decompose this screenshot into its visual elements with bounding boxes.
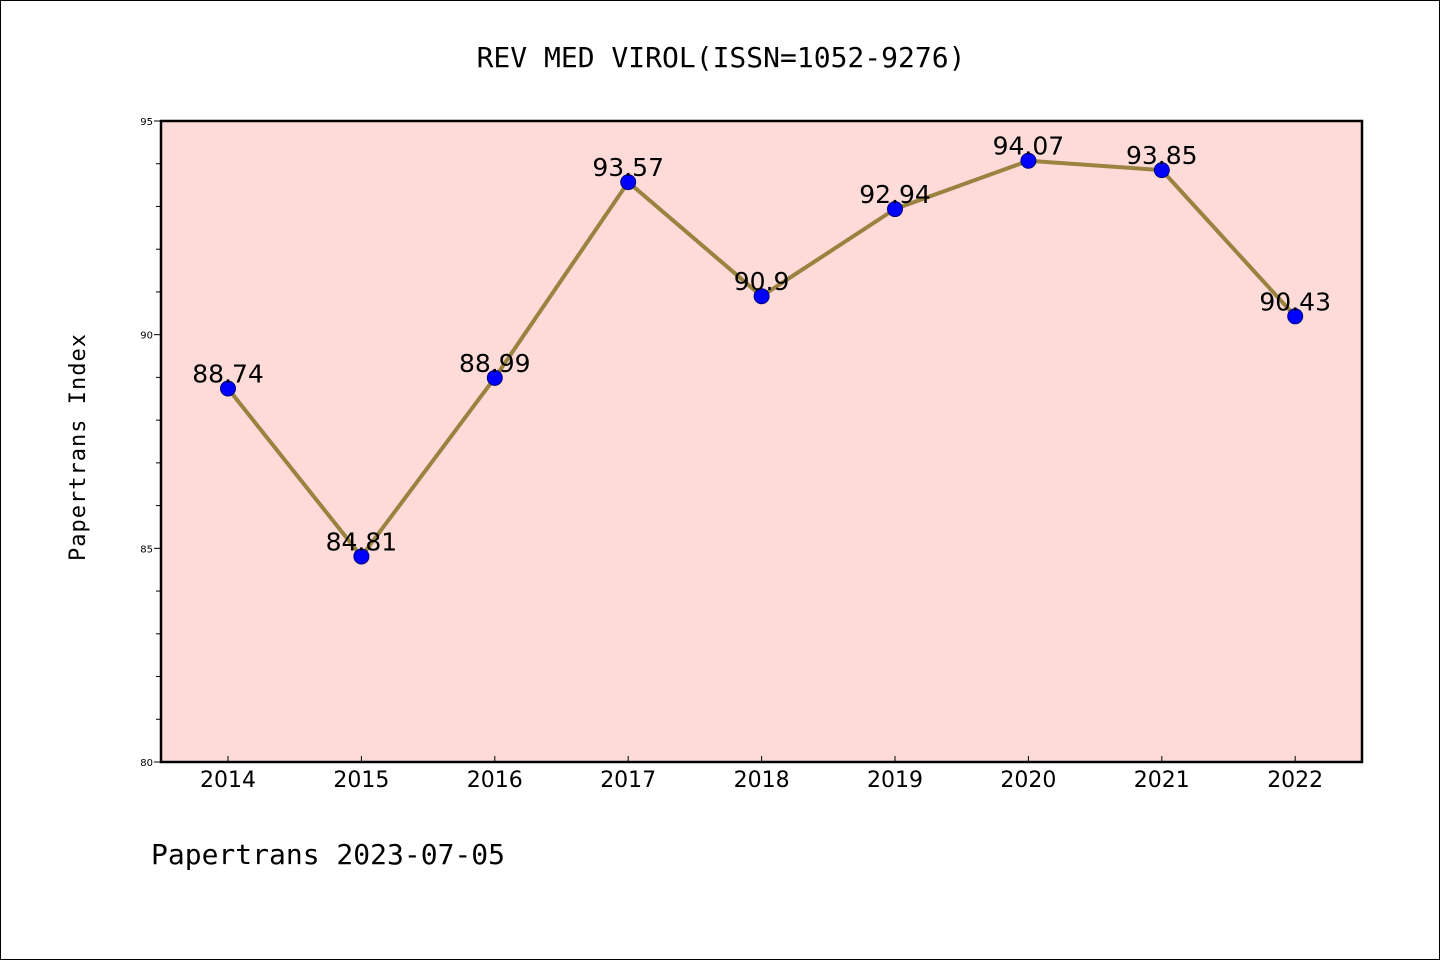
data-label: 88.99: [459, 349, 531, 378]
y-tick-label: 80: [140, 758, 153, 769]
data-label: 90.43: [1259, 287, 1331, 316]
chart-title: REV MED VIROL(ISSN=1052-9276): [477, 41, 966, 74]
data-labels: 88.74 84.81 88.99 93.57 90.9 92.94 94.07 93.85 9…: [192, 132, 1331, 557]
data-label: 92.94: [859, 180, 931, 209]
data-label: 88.74: [192, 360, 264, 389]
data-point: [1153, 162, 1170, 179]
plot-frame: [159, 119, 1364, 764]
x-tick-label: 2022: [1267, 768, 1323, 793]
data-point: [753, 288, 770, 305]
y-axis-label: Papertrans Index: [66, 333, 91, 561]
y-axis: 80 85 90 95: [140, 117, 161, 769]
data-point: [620, 174, 637, 191]
data-label: 93.85: [1126, 141, 1198, 170]
y-tick-label: 90: [140, 331, 153, 342]
x-tick-label: 2019: [867, 768, 923, 793]
data-point: [1020, 152, 1037, 169]
x-tick-label: 2017: [600, 768, 656, 793]
x-tick-label: 2021: [1134, 768, 1190, 793]
data-point: [1287, 308, 1304, 325]
y-tick-label: 95: [140, 117, 153, 128]
data-point: [353, 548, 370, 565]
data-label: 90.9: [734, 267, 790, 296]
data-label: 93.57: [592, 153, 664, 182]
data-label: 94.07: [993, 132, 1065, 161]
data-label: 84.81: [326, 527, 398, 556]
data-point: [486, 369, 503, 386]
x-tick-label: 2018: [734, 768, 790, 793]
x-tick-label: 2020: [1000, 768, 1056, 793]
x-tick-label: 2014: [200, 768, 256, 793]
data-point: [220, 380, 236, 397]
footer-note: Papertrans 2023-07-05: [151, 838, 505, 871]
y-tick-label: 85: [140, 544, 153, 555]
plot-area: [161, 121, 1362, 762]
x-axis: 2014 2015 2016 2017 2018 2019 2020 2021 2022: [200, 756, 1323, 793]
x-tick-label: 2015: [333, 768, 389, 793]
data-points: [220, 152, 1304, 565]
data-point: [887, 201, 903, 218]
x-tick-label: 2016: [467, 768, 523, 793]
